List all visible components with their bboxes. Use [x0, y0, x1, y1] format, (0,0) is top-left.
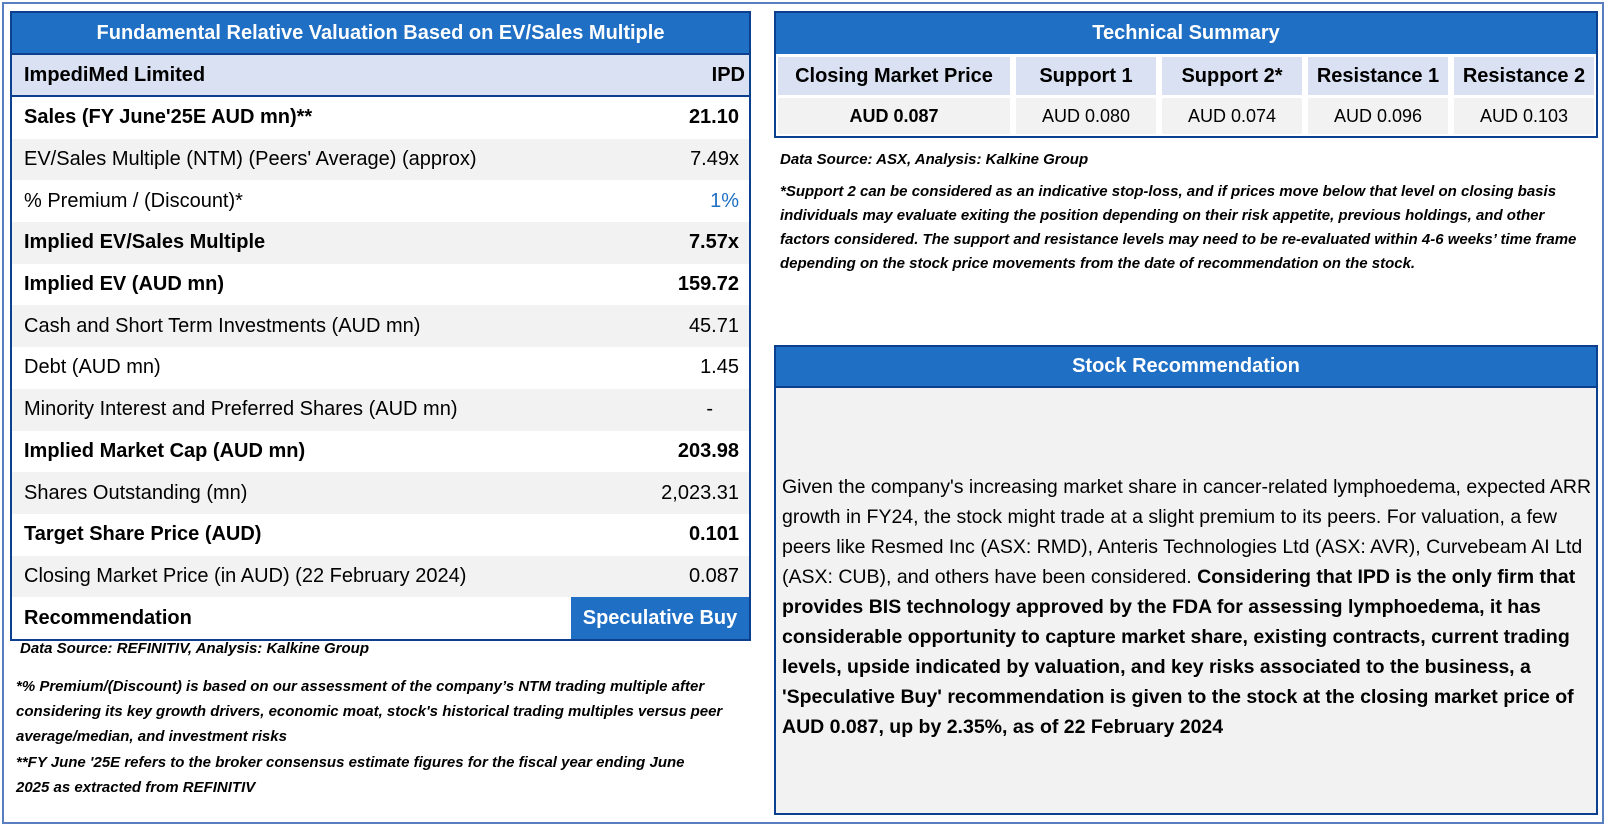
table-row: Implied EV (AUD mn) 159.72	[12, 264, 749, 306]
row-label: Cash and Short Term Investments (AUD mn)	[24, 314, 421, 337]
recommendation-badge: Speculative Buy	[571, 597, 749, 640]
recommendation-text-bold: Considering that IPD is the only firm th…	[782, 566, 1576, 738]
recommendation-label: Recommendation	[24, 606, 192, 629]
tech-header: Closing Market Price	[778, 57, 1010, 95]
stock-recommendation-title: Stock Recommendation	[776, 347, 1596, 388]
recommendation-text-regular: Given the company's increasing market sh…	[782, 476, 1592, 588]
row-value: 7.57x	[688, 231, 739, 254]
row-value: -	[706, 398, 713, 421]
row-label: EV/Sales Multiple (NTM) (Peers' Average)…	[24, 148, 477, 171]
valuation-table: Fundamental Relative Valuation Based on …	[10, 11, 751, 642]
row-label: Implied EV (AUD mn)	[24, 273, 225, 296]
recommendation-row: Recommendation Speculative Buy	[12, 597, 749, 640]
table-row: Shares Outstanding (mn) 2,023.31	[12, 472, 749, 514]
row-label: Minority Interest and Preferred Shares (…	[24, 398, 458, 421]
row-label: % Premium / (Discount)*	[24, 189, 243, 212]
row-value: 159.72	[677, 273, 739, 296]
table-row: Minority Interest and Preferred Shares (…	[12, 388, 749, 431]
tech-column-support1: Support 1 AUD 0.080	[1016, 57, 1156, 134]
row-label: Target Share Price (AUD)	[24, 523, 262, 546]
tech-column-resistance1: Resistance 1 AUD 0.096	[1308, 57, 1448, 134]
tech-value: AUD 0.080	[1016, 98, 1156, 134]
tech-value: AUD 0.096	[1308, 98, 1448, 134]
row-value: 1%	[710, 189, 739, 212]
table-row: % Premium / (Discount)* 1%	[12, 180, 749, 222]
tech-column-resistance2: Resistance 2 AUD 0.103	[1454, 57, 1594, 134]
row-value: 0.101	[688, 523, 739, 546]
table-row: Implied Market Cap (AUD mn) 203.98	[12, 431, 749, 473]
tech-column-closing: Closing Market Price AUD 0.087	[778, 57, 1010, 134]
technical-source: Data Source: ASX, Analysis: Kalkine Grou…	[780, 151, 1089, 168]
table-row: Closing Market Price (in AUD) (22 Februa…	[12, 555, 749, 598]
tech-header: Support 2*	[1162, 57, 1302, 95]
row-label: Closing Market Price (in AUD) (22 Februa…	[24, 564, 467, 587]
row-label: Implied EV/Sales Multiple	[24, 231, 266, 254]
row-label: Shares Outstanding (mn)	[24, 481, 248, 504]
tech-value: AUD 0.103	[1454, 98, 1594, 134]
tech-value: AUD 0.074	[1162, 98, 1302, 134]
technical-summary-table: Technical Summary Closing Market Price A…	[774, 11, 1598, 138]
tech-header: Support 1	[1016, 57, 1156, 95]
row-value: 0.087	[688, 564, 739, 587]
tech-header: Resistance 1	[1308, 57, 1448, 95]
row-value: 21.10	[688, 106, 739, 129]
table-row: Implied EV/Sales Multiple 7.57x	[12, 222, 749, 264]
company-row: ImpediMed Limited IPD	[12, 55, 749, 97]
table-row: Debt (AUD mn) 1.45	[12, 347, 749, 389]
stock-recommendation-text: Given the company's increasing market sh…	[782, 472, 1594, 742]
table-row: Target Share Price (AUD) 0.101	[12, 514, 749, 556]
valuation-title: Fundamental Relative Valuation Based on …	[12, 13, 749, 55]
valuation-source: Data Source: REFINITIV, Analysis: Kalkin…	[20, 640, 369, 657]
stock-recommendation-box: Stock Recommendation Given the company's…	[774, 345, 1598, 815]
technical-note: *Support 2 can be considered as an indic…	[780, 183, 1577, 272]
company-name: ImpediMed Limited	[24, 63, 206, 86]
row-value: 203.98	[677, 439, 739, 462]
row-value: 1.45	[700, 356, 739, 379]
table-row: EV/Sales Multiple (NTM) (Peers' Average)…	[12, 138, 749, 181]
tech-column-support2: Support 2* AUD 0.074	[1162, 57, 1302, 134]
row-label: Implied Market Cap (AUD mn)	[24, 439, 306, 462]
company-ticker: IPD	[711, 63, 745, 86]
valuation-note-premium: *% Premium/(Discount) is based on our as…	[16, 678, 723, 745]
tech-header: Resistance 2	[1454, 57, 1594, 95]
row-label: Debt (AUD mn)	[24, 356, 161, 379]
row-value: 7.49x	[690, 148, 739, 171]
technical-title: Technical Summary	[776, 13, 1596, 54]
valuation-note-fy: **FY June '25E refers to the broker cons…	[16, 754, 685, 796]
table-row: Cash and Short Term Investments (AUD mn)…	[12, 305, 749, 348]
row-value: 45.71	[688, 314, 739, 337]
row-value: 2,023.31	[661, 481, 739, 504]
tech-value: AUD 0.087	[778, 98, 1010, 134]
row-label: Sales (FY June'25E AUD mn)**	[24, 106, 313, 129]
table-row: Sales (FY June'25E AUD mn)** 21.10	[12, 97, 749, 139]
